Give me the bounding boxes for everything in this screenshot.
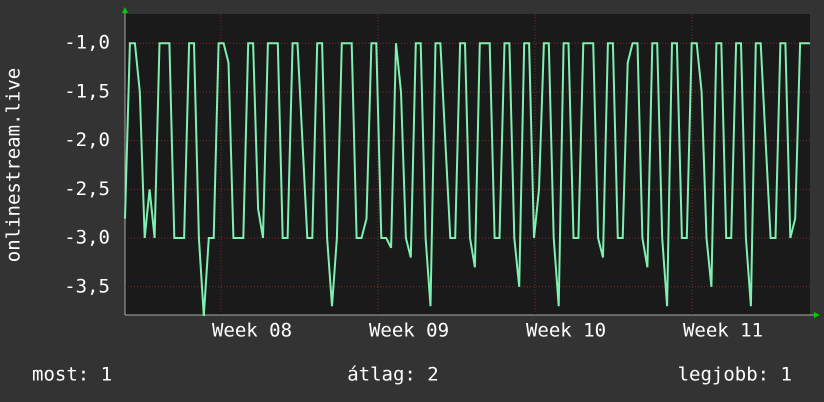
line	[124, 42, 810, 317]
x-tick-label: Week 11	[683, 320, 763, 342]
x-tick-label: Week 10	[526, 320, 606, 342]
y-tick-label: -2,5	[64, 178, 110, 200]
y-axis-label: onlinestream.live	[3, 68, 25, 262]
y-tick-label: -1,5	[64, 80, 110, 102]
y-tick-label: -2,0	[64, 129, 110, 151]
footer-last: most: 1	[32, 364, 112, 386]
y-tick-label: -1,0	[64, 32, 110, 54]
x-tick-label: Week 08	[212, 320, 292, 342]
footer-best: legjobb: 1	[678, 364, 792, 386]
x-arrow	[814, 312, 820, 318]
y-tick-label: -3,0	[64, 227, 110, 249]
x-tick-label: Week 09	[369, 320, 449, 342]
y-tick-label: -3,5	[64, 275, 110, 297]
y-arrow	[122, 7, 128, 13]
footer-average: átlag: 2	[347, 364, 439, 386]
